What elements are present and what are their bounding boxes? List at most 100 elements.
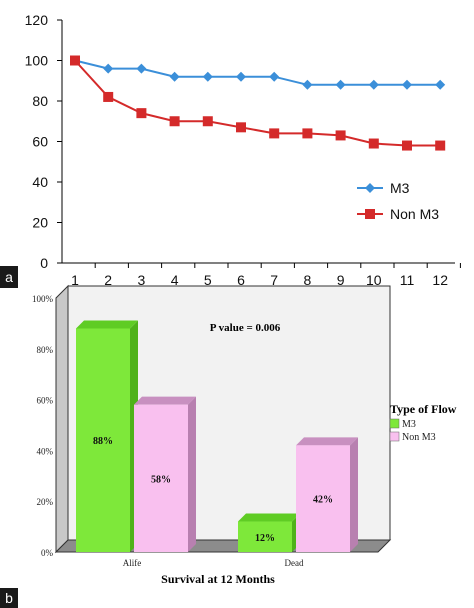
p-value-annotation: P value = 0.006 (210, 322, 281, 334)
y-tick-labels: 0 20 40 60 80 100 120 (25, 12, 62, 271)
bar-top (134, 396, 196, 405)
data-point-square (435, 140, 446, 151)
x-tick-label: 5 (204, 272, 212, 288)
bar-m3-dead: 12% (238, 513, 300, 552)
x-tick-label: 1 (71, 272, 79, 288)
data-point-diamond (202, 71, 213, 82)
x-axis-title: Survival at 12 Months (161, 572, 275, 586)
bar-top (296, 437, 358, 446)
data-point-diamond (368, 79, 379, 90)
series-m3 (70, 55, 446, 90)
y-tick-label: 20 (32, 215, 48, 231)
bar-front (238, 521, 292, 552)
data-point-diamond (435, 79, 446, 90)
y-tick-label: 0 (40, 255, 48, 271)
x-tick-label: 3 (138, 272, 146, 288)
data-point-square (302, 128, 313, 139)
line-series (70, 55, 446, 151)
data-point-square (368, 138, 379, 149)
y-tick-label: 20% (37, 497, 54, 507)
x-tick-labels: 1 2 3 4 5 6 7 8 9 10 11 12 (71, 263, 461, 288)
x-tick-label: 6 (237, 272, 245, 288)
data-point-square (402, 140, 412, 151)
bar-side (188, 396, 196, 552)
data-point-square (103, 91, 114, 102)
y-tick-labels: 0% 20% 40% 60% 80% 100% (32, 294, 54, 558)
data-point-diamond (236, 71, 246, 82)
bar-front (296, 445, 350, 552)
y-tick-label: 0% (41, 548, 54, 558)
y-tick-label: 100% (32, 294, 54, 304)
bar-top (238, 513, 300, 522)
y-tick-label: 100 (25, 53, 49, 69)
legend-label: Non M3 (390, 206, 439, 222)
data-point-diamond (269, 71, 280, 82)
left-wall (55, 284, 69, 554)
legend-marker (365, 209, 375, 219)
data-point-square (169, 116, 180, 127)
data-point-square (269, 128, 280, 139)
legend-label: M3 (390, 180, 410, 196)
y-tick-label: 80% (37, 345, 54, 355)
x-tick-label: 7 (270, 272, 278, 288)
x-tick-label: 12 (432, 272, 448, 288)
category-labels: Alife Dead (123, 558, 304, 568)
panel-b-badge: b (0, 588, 18, 608)
category-label: Alife (123, 558, 142, 568)
bar-value-label: 88% (93, 436, 113, 447)
bar-value-label: 12% (255, 533, 275, 544)
x-tick-label: 10 (366, 272, 382, 288)
bar-m3-alife: 88% (76, 320, 138, 552)
bars: 88% 58% 12% 42% (76, 320, 358, 552)
panel-b-badge-box (0, 588, 18, 608)
legend-label: Non M3 (402, 432, 436, 443)
bar-value-label: 42% (313, 495, 333, 506)
bar-non-m3-dead: 42% (296, 437, 358, 552)
series-line (74, 59, 441, 147)
series-non-m3 (70, 55, 446, 151)
x-tick-label: 9 (337, 272, 345, 288)
y-tick-label: 40 (32, 174, 48, 190)
bar-front (76, 328, 130, 552)
bar-value-label: 58% (151, 474, 171, 485)
y-tick-label: 80 (32, 93, 48, 109)
x-tick-label: 4 (171, 272, 179, 288)
legend-swatch (389, 431, 400, 442)
data-point-diamond (136, 63, 147, 74)
legend-title: Type of Flow (390, 402, 457, 416)
y-tick-label: 60 (32, 134, 48, 150)
y-tick-label: 40% (37, 446, 54, 456)
data-point-square (70, 55, 80, 66)
legend: Type of Flow M3 Non M3 (389, 402, 457, 443)
x-tick-label: 11 (400, 272, 415, 288)
data-point-diamond (103, 63, 114, 74)
data-point-square (236, 122, 246, 133)
bar-non-m3-alife: 58% (134, 396, 196, 552)
data-point-diamond (169, 71, 180, 82)
panel-a-letter: a (5, 269, 13, 285)
category-label: Dead (285, 558, 304, 568)
data-point-diamond (335, 79, 346, 90)
x-tick-label: 8 (304, 272, 312, 288)
legend-swatch (389, 418, 400, 429)
bar-side (350, 437, 358, 552)
bar-front (134, 404, 188, 552)
data-point-diamond (302, 79, 313, 90)
legend-label: M3 (402, 419, 416, 430)
legend-marker (365, 183, 375, 193)
panel-a-badge-box (0, 266, 18, 288)
panel-b-bar-chart: 0% 20% 40% 60% 80% 100% 88% 58% 12% 42% Alife Dea… (32, 284, 457, 586)
x-tick-label: 2 (104, 272, 112, 288)
y-tick-label: 120 (25, 12, 49, 28)
data-point-diamond (402, 79, 412, 90)
data-point-square (335, 130, 346, 141)
panel-a-badge: a (0, 266, 18, 288)
series-line (74, 59, 441, 86)
data-point-square (136, 108, 147, 119)
panel-b-letter: b (5, 590, 13, 606)
bar-top (76, 320, 138, 329)
legend: M3 Non M3 (357, 180, 439, 222)
data-point-square (202, 116, 213, 127)
